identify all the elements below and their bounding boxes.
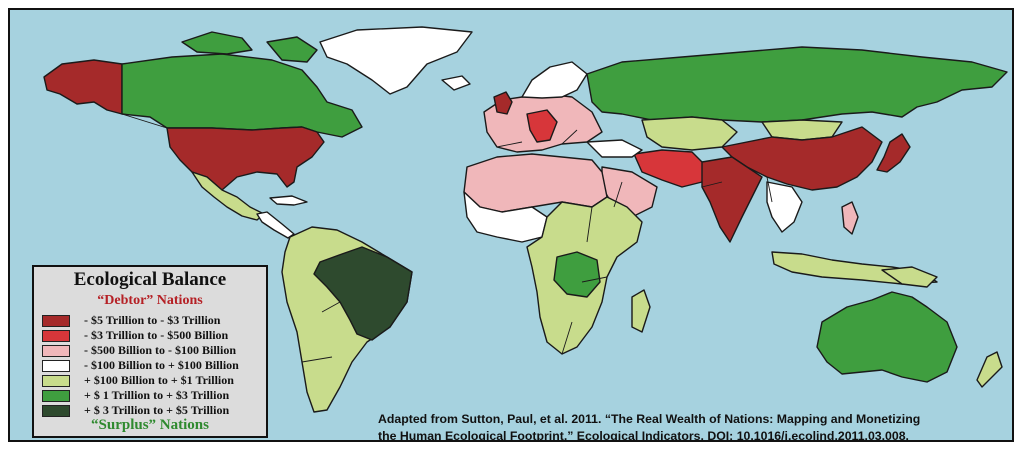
- united-kingdom: [493, 91, 513, 115]
- legend-row: + $100 Billion to + $1 Trillion: [42, 373, 266, 388]
- legend-row: - $100 Billion to + $100 Billion: [42, 358, 266, 373]
- caribbean: [269, 195, 308, 206]
- dr-congo: [553, 251, 601, 298]
- legend-row: + $ 3 Trillion to + $5 Trillion: [42, 403, 266, 418]
- citation-line-1: Adapted from Sutton, Paul, et al. 2011. …: [378, 412, 921, 426]
- new-guinea: [881, 266, 938, 288]
- legend-row: + $ 1 Trillion to + $3 Trillion: [42, 388, 266, 403]
- legend-label: + $ 3 Trillion to + $5 Trillion: [84, 403, 230, 417]
- madagascar: [631, 289, 651, 333]
- brazil: [313, 246, 413, 341]
- legend-swatch: [42, 345, 70, 357]
- scandinavia: [521, 61, 588, 99]
- australia: [816, 291, 958, 383]
- citation-line-2: the Human Ecological Footprint.” Ecologi…: [378, 429, 909, 442]
- legend-title: Ecological Balance: [73, 269, 227, 290]
- legend-swatch: [42, 360, 70, 372]
- united-states: [166, 126, 325, 191]
- north-africa: [463, 153, 608, 213]
- legend-swatch: [42, 330, 70, 342]
- country-borders: [121, 113, 773, 363]
- legend-swatch: [42, 315, 70, 327]
- citation: Adapted from Sutton, Paul, et al. 2011. …: [378, 411, 921, 442]
- legend-swatch: [42, 375, 70, 387]
- baffin-island: [266, 36, 318, 63]
- legend-debtor-label: “Debtor” Nations: [97, 293, 203, 308]
- map-canvas: [43, 26, 1008, 413]
- legend-row: - $5 Trillion to - $3 Trillion: [42, 313, 266, 328]
- philippines: [841, 201, 859, 235]
- turkey: [586, 139, 643, 158]
- southeast-asia: [766, 181, 803, 233]
- world-map: Ecological Balance “Debtor” Nations - $5…: [8, 8, 1014, 442]
- alaska: [43, 59, 123, 115]
- greenland: [319, 26, 473, 95]
- legend-swatch: [42, 405, 70, 417]
- japan: [876, 133, 911, 173]
- legend-label: - $500 Billion to - $100 Billion: [84, 343, 237, 357]
- canada: [121, 53, 363, 138]
- central-america: [256, 211, 295, 239]
- legend-label: + $100 Billion to + $1 Trillion: [84, 373, 234, 387]
- legend-label: - $3 Trillion to - $500 Billion: [84, 328, 229, 342]
- legend-row: - $500 Billion to - $100 Billion: [42, 343, 266, 358]
- iceland: [441, 75, 471, 91]
- legend-swatch: [42, 390, 70, 402]
- new-zealand: [976, 351, 1003, 388]
- legend-surplus-label: “Surplus” Nations: [91, 417, 209, 433]
- kazakhstan: [641, 116, 738, 151]
- legend-label: - $100 Billion to + $100 Billion: [84, 358, 239, 372]
- central-europe: [526, 109, 558, 143]
- legend: Ecological Balance “Debtor” Nations - $5…: [32, 265, 268, 438]
- canada-arctic-islands: [181, 31, 253, 55]
- india: [701, 156, 763, 243]
- china: [721, 126, 883, 191]
- legend-label: - $5 Trillion to - $3 Trillion: [84, 313, 221, 327]
- legend-label: + $ 1 Trillion to + $3 Trillion: [84, 388, 230, 402]
- russia: [586, 46, 1008, 123]
- legend-row: - $3 Trillion to - $500 Billion: [42, 328, 266, 343]
